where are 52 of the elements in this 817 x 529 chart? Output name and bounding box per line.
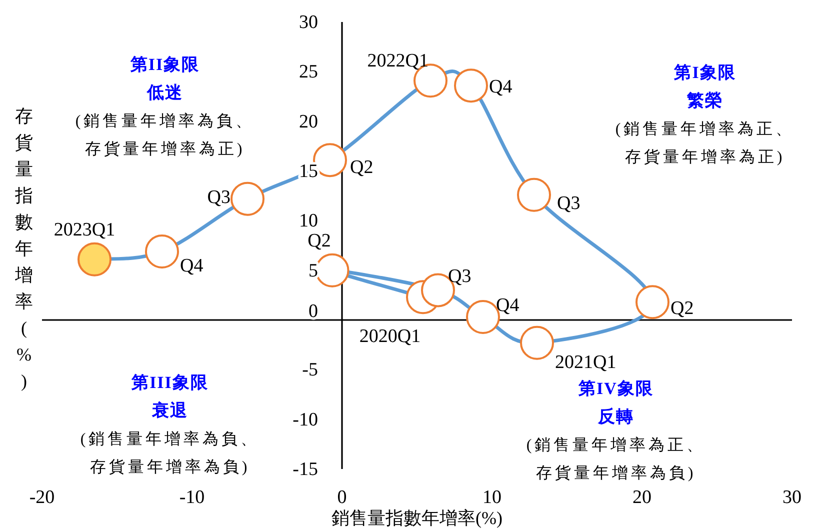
annotation: 低迷 [146,83,183,102]
point [520,326,554,360]
annotation: 存貨量年增率為正) [624,148,786,166]
annotation: 衰退 [151,401,188,420]
text: 存貨量指數年增率(%) [15,106,33,391]
x-tick-label: 30 [782,487,802,508]
y-tick-label: 0 [308,301,318,322]
annotation: Q2 [308,230,331,252]
x-tick-label: -20 [29,487,55,508]
point [636,285,670,320]
annotation: 存貨量年增率為正) [84,140,246,158]
x-tick-label: -10 [179,487,205,508]
point [78,242,112,276]
annotation: 2022Q1 [367,50,428,72]
y-tick-label: -10 [292,409,318,430]
annotation: (銷售量年增率為負、 [80,430,260,448]
annotation: 2020Q1 [359,326,421,348]
annotation: Q2 [670,298,694,320]
y-tick-label: 20 [299,111,318,132]
point [454,68,488,103]
annotation: 2021Q1 [555,352,616,373]
annotation: Q3 [557,192,580,214]
y-tick-label: -5 [302,360,318,381]
annotation: 第III象限 [130,373,208,392]
x-tick-label: 0 [337,487,347,508]
point [230,182,264,216]
point [517,178,551,212]
annotation: 繁榮 [686,91,723,110]
annotation: Q2 [350,157,374,178]
point [145,234,179,268]
annotation: Q4 [489,76,513,98]
x-axis-title: 銷售量指數年增率(%) [332,508,502,528]
annotation: 第I象限 [673,63,736,82]
annotation: 第II象限 [129,55,200,74]
y-tick-label: 10 [299,210,318,232]
annotation: Q4 [496,295,520,316]
annotation: 2023Q1 [54,219,116,240]
x-tick-label: 20 [632,487,652,508]
annotation: 存貨量年增率為負) [90,458,250,476]
y-tick-label: 25 [299,62,318,83]
y-tick-label: 30 [299,12,318,33]
annotation: (銷售量年增率為正、 [526,436,706,454]
annotation: Q4 [180,255,204,276]
annotation: 反轉 [597,407,634,426]
annotation: Q3 [448,266,472,288]
y-tick-label: -15 [292,459,318,480]
annotation: 第IV象限 [578,379,654,398]
annotation: Q3 [207,186,230,208]
x-tick-label: 10 [482,487,502,508]
annotation: (銷售量年增率為負、 [75,112,255,130]
annotation: 存貨量年增率為負) [536,464,696,482]
annotation: (銷售量年增率為正、 [615,120,795,138]
